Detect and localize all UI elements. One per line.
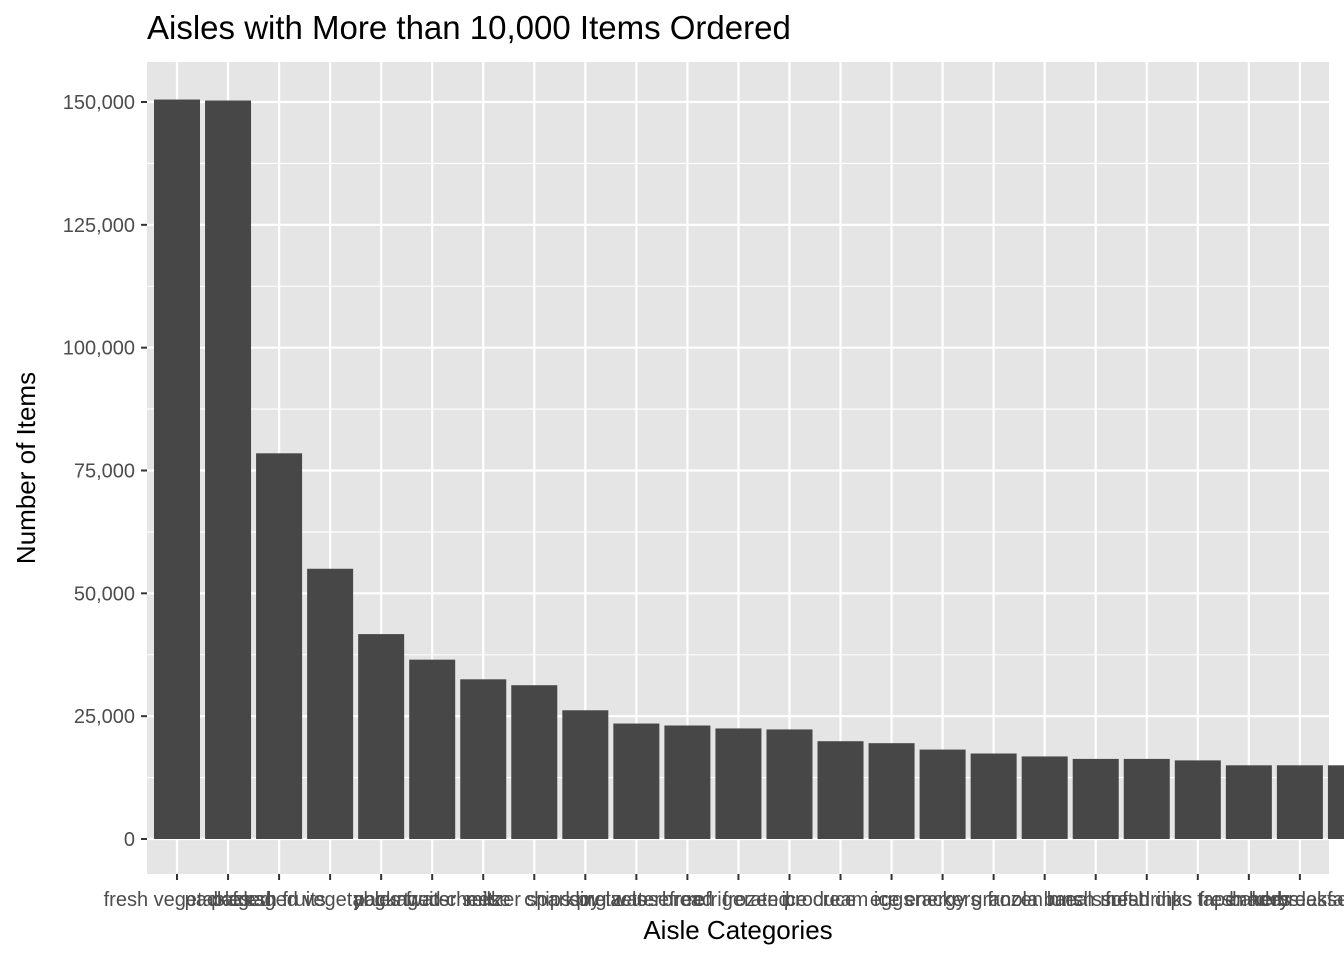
x-tick-label: soft drinks [1101, 889, 1192, 911]
y-axis-title: Number of Items [11, 372, 41, 564]
bar [715, 728, 762, 839]
y-tick-label: 0 [124, 829, 135, 851]
x-tick-label: fresh herbs [1199, 889, 1299, 911]
bar [664, 725, 711, 839]
x-tick-label: bakery desserts [1229, 889, 1344, 911]
x-tick-label: packaged [185, 889, 272, 911]
bar [868, 743, 915, 839]
x-tick-label: fresh fruits [232, 889, 325, 911]
x-tick-label: packaged vegetables fruits [211, 889, 449, 911]
bar [766, 729, 813, 839]
x-tick-label: milk [465, 889, 502, 911]
bar [1327, 765, 1344, 839]
bar [256, 453, 303, 839]
y-tick-label: 25,000 [74, 706, 135, 728]
x-tick-label: crackers [905, 889, 981, 911]
x-tick-label: breakfast bakery [1277, 889, 1344, 911]
x-tick-label: yogurt [353, 889, 409, 911]
bar [1072, 758, 1119, 839]
y-tick-label: 125,000 [63, 215, 135, 237]
bar [307, 568, 354, 839]
chart-title: Aisles with More than 10,000 Items Order… [147, 9, 791, 46]
bar [205, 100, 252, 839]
x-axis-title: Aisle Categories [643, 915, 832, 945]
bar [1123, 758, 1170, 839]
y-tick-label: 75,000 [74, 461, 135, 483]
bar [817, 741, 864, 839]
x-tick-label: water seltzer sparkling water [407, 889, 662, 911]
bars [154, 99, 1344, 839]
bar [562, 710, 609, 839]
bar [409, 659, 456, 839]
bar [919, 749, 966, 839]
y-axis: 0 25,000 50,000 75,000 100,000 125,000 150,000 [63, 92, 147, 851]
x-tick-label: chips pretzels [524, 889, 646, 911]
x-tick-label: eggs [870, 889, 913, 911]
x-tick-label: energy granola bars [905, 889, 1083, 911]
bar [511, 685, 558, 839]
x-tick-label: packaged cheese [354, 889, 511, 911]
bar [970, 753, 1017, 839]
bar [1276, 765, 1323, 839]
x-tick-label: frozen meals [987, 889, 1102, 911]
y-tick-label: 100,000 [63, 338, 135, 360]
x-tick-label: refrigerated [687, 889, 789, 911]
bar [1021, 756, 1068, 839]
x-tick-label: ice cream ice [782, 889, 900, 911]
x-tick-label: fresh vegetables [104, 889, 251, 911]
bar [154, 99, 200, 839]
bar [1225, 765, 1272, 839]
x-tick-label: lunch meat [1047, 889, 1145, 911]
bar [460, 679, 507, 839]
bar [1174, 760, 1221, 839]
x-tick-label: soy lactosefree [569, 889, 704, 911]
x-tick-label: frozen produce [723, 889, 856, 911]
bar [613, 723, 660, 839]
y-tick-label: 50,000 [74, 583, 135, 605]
bar [358, 634, 405, 839]
x-tick-label: bread [662, 889, 713, 911]
y-tick-label: 150,000 [63, 92, 135, 114]
x-tick-label: fresh dips tapenades [1105, 889, 1291, 911]
